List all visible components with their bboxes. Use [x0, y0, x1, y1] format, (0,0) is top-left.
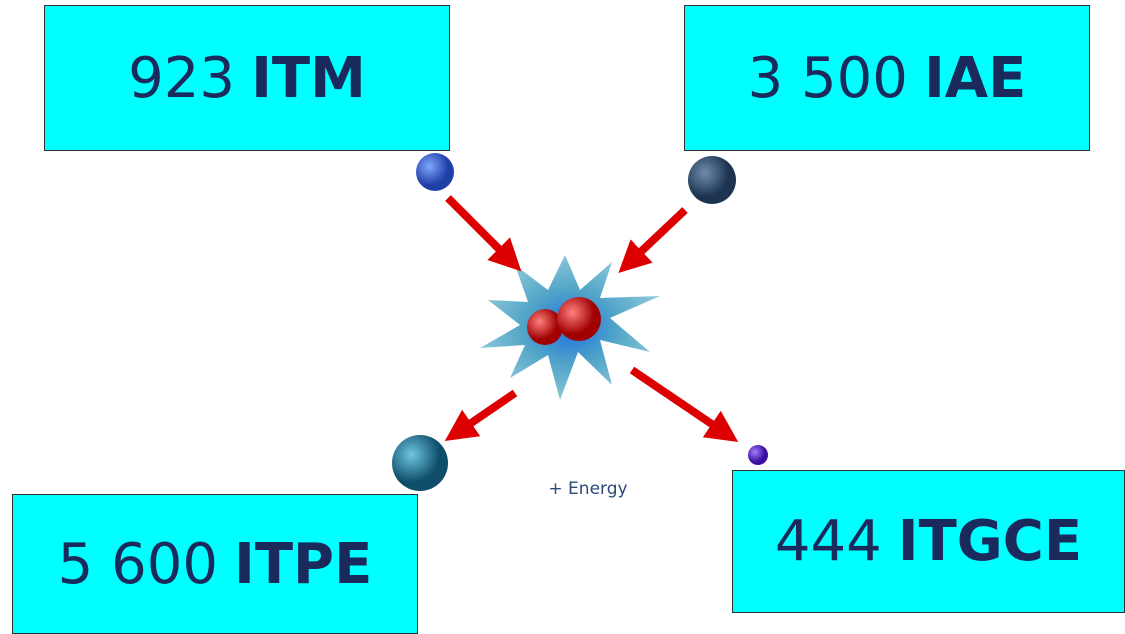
- particle: [416, 153, 454, 191]
- value-box: 5 600 ITPE: [12, 494, 418, 634]
- particle: [392, 435, 448, 491]
- arrow: [445, 195, 522, 272]
- particle: [748, 445, 768, 465]
- arrow: [629, 366, 739, 442]
- box-number: 5 600: [57, 531, 218, 597]
- arrows: [444, 195, 739, 442]
- box-number: 444: [774, 509, 882, 574]
- box-number: 3 500: [747, 45, 908, 111]
- box-label: IAE: [923, 45, 1027, 111]
- box-label: ITPE: [233, 531, 373, 597]
- value-box: 923 ITM: [44, 5, 450, 151]
- box-label: ITGCE: [897, 509, 1083, 574]
- energy-label: + Energy: [548, 479, 627, 499]
- box-label: ITM: [251, 45, 366, 111]
- box-number: 923: [128, 45, 236, 111]
- value-box: 444 ITGCE: [732, 470, 1125, 613]
- particle: [688, 156, 736, 204]
- arrow: [618, 207, 688, 273]
- value-box: 3 500 IAE: [684, 5, 1090, 151]
- arrow: [444, 389, 518, 442]
- nucleus: [527, 309, 563, 345]
- nucleus: [557, 297, 601, 341]
